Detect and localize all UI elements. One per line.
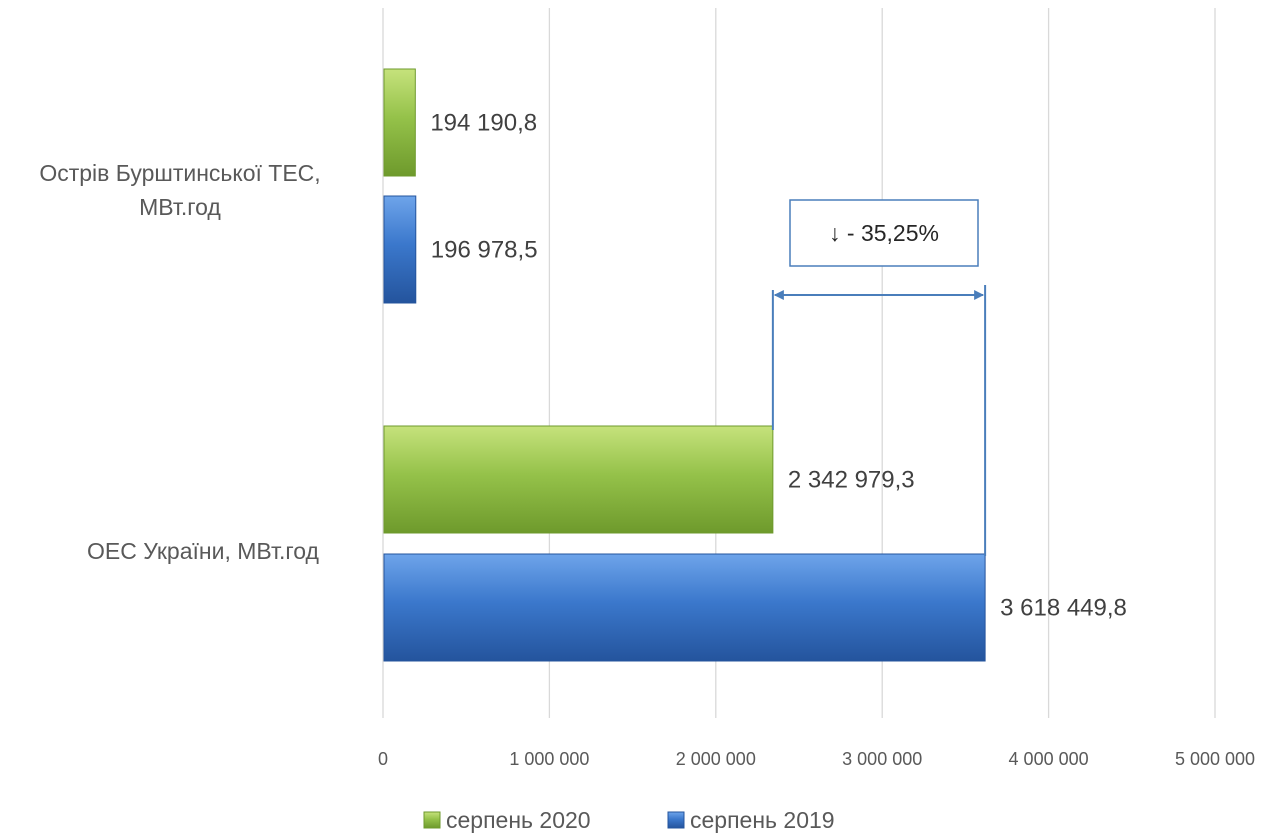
category-label: Острів Бурштинської ТЕС, [39, 160, 320, 186]
legend-label: серпень 2020 [446, 807, 591, 833]
legend-swatch-aug2020 [423, 811, 441, 829]
data-label: 3 618 449,8 [1000, 595, 1127, 622]
legend-label: серпень 2019 [690, 807, 835, 833]
gridlines [382, 8, 1216, 718]
change-annotation: ↓ - 35,25% [771, 199, 987, 556]
data-label: 2 342 979,3 [788, 467, 915, 494]
bars [383, 68, 986, 662]
annotation-box [789, 199, 979, 267]
data-label: 194 190,8 [430, 110, 537, 137]
x-tick-label: 0 [378, 749, 388, 769]
legend-swatch-aug2019 [667, 811, 685, 829]
x-tick-label: 1 000 000 [509, 749, 589, 769]
category-label: ОЕС України, МВт.год [87, 538, 319, 564]
category-labels: Острів Бурштинської ТЕС, МВт.год ОЕС Украї… [39, 160, 320, 564]
data-labels: 194 190,8 2 342 979,3 196 978,5 3 618 449,8 [430, 110, 1127, 622]
bar-aug2019 [383, 553, 986, 662]
annotation-text: ↓ - 35,25% [829, 220, 939, 246]
data-label: 196 978,5 [431, 237, 538, 264]
category-label: МВт.год [139, 194, 221, 220]
x-tick-label: 2 000 000 [676, 749, 756, 769]
x-tick-label: 4 000 000 [1009, 749, 1089, 769]
x-axis-tick-labels: 0 1 000 000 2 000 000 3 000 000 4 000 000 5 0… [378, 749, 1255, 769]
bar-aug2020 [383, 425, 774, 534]
legend: серпень 2020 серпень 2019 [423, 807, 835, 833]
x-tick-label: 3 000 000 [842, 749, 922, 769]
bar-aug2020 [383, 68, 416, 177]
bar-aug2019 [383, 195, 417, 304]
x-tick-label: 5 000 000 [1175, 749, 1255, 769]
